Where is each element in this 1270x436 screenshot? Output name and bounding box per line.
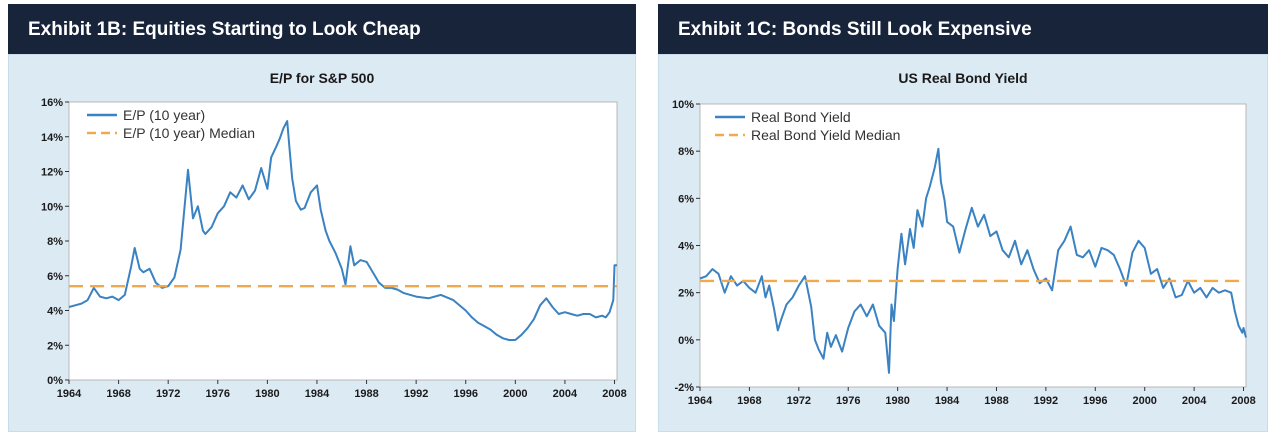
- exhibit-1b-header: Exhibit 1B: Equities Starting to Look Ch…: [8, 4, 636, 54]
- x-tick-label: 2000: [503, 388, 527, 400]
- exhibit-1b-chart-title: E/P for S&P 500: [269, 70, 375, 86]
- x-tick-label: 1988: [984, 395, 1008, 407]
- exhibit-1c-chart: -2% 0% 2% 4% 6% 8% 10% 1964 1968 1972 1976 1980 1984…: [672, 99, 1256, 407]
- x-tick-label: 2004: [1182, 395, 1207, 407]
- exhibit-1b-panel: Exhibit 1B: Equities Starting to Look Ch…: [8, 4, 636, 432]
- exhibit-1c-header: Exhibit 1C: Bonds Still Look Expensive: [658, 4, 1268, 54]
- y-tick-label: 12%: [41, 167, 63, 179]
- plot-area: [68, 101, 618, 381]
- series-line: [699, 147, 1247, 374]
- legend-label: E/P (10 year) Median: [123, 125, 255, 141]
- x-tick-label: 1988: [354, 388, 378, 400]
- y-tick-label: 16%: [41, 97, 63, 109]
- x-tick-label: 1984: [305, 388, 330, 400]
- x-tick-label: 2004: [553, 388, 578, 400]
- x-tick-label: 1968: [106, 388, 130, 400]
- exhibit-1c-panel: Exhibit 1C: Bonds Still Look Expensive U…: [658, 4, 1268, 432]
- x-tick-label: 1992: [404, 388, 428, 400]
- exhibit-1c-body: US Real Bond Yield -2% 0% 2% 4% 6% 8% 10% 1964 1…: [658, 54, 1268, 432]
- y-tick-label: 10%: [672, 99, 694, 111]
- y-tick-label: 14%: [41, 132, 63, 144]
- exhibit-1b-body: E/P for S&P 500 0% 2% 4% 6% 8% 10% 12% 14% 16% 19…: [8, 54, 636, 432]
- y-tick-label: 0%: [47, 375, 63, 387]
- x-tick-label: 1964: [688, 395, 713, 407]
- y-tick-label: 8%: [678, 146, 694, 158]
- y-tick-label: 6%: [47, 271, 63, 283]
- y-tick-label: 2%: [678, 288, 694, 300]
- exhibit-1b-chart: 0% 2% 4% 6% 8% 10% 12% 14% 16% 1964 1968 1972 1976 19…: [41, 97, 627, 400]
- y-tick-label: 4%: [678, 241, 694, 253]
- x-tick-label: 1992: [1034, 395, 1058, 407]
- x-tick-label: 1980: [255, 388, 279, 400]
- y-tick-label: 8%: [47, 236, 63, 248]
- x-tick-label: 1972: [156, 388, 180, 400]
- exhibit-1c-chart-title: US Real Bond Yield: [898, 70, 1028, 86]
- legend-label: E/P (10 year): [123, 107, 205, 123]
- y-tick-label: 6%: [678, 193, 694, 205]
- x-tick-label: 2000: [1132, 395, 1156, 407]
- y-tick-label: 10%: [41, 201, 63, 213]
- y-tick-label: -2%: [674, 382, 694, 394]
- plot-area: [699, 103, 1247, 388]
- y-tick-label: 2%: [47, 340, 63, 352]
- x-tick-label: 1976: [836, 395, 860, 407]
- x-tick-label: 1972: [787, 395, 811, 407]
- x-tick-label: 2008: [1231, 395, 1255, 407]
- legend-label: Real Bond Yield: [751, 109, 851, 125]
- x-tick-label: 1968: [737, 395, 761, 407]
- x-tick-label: 1984: [935, 395, 960, 407]
- x-tick-label: 2008: [602, 388, 626, 400]
- x-tick-label: 1996: [1083, 395, 1107, 407]
- y-tick-label: 0%: [678, 335, 694, 347]
- x-tick-label: 1964: [57, 388, 82, 400]
- legend-label: Real Bond Yield Median: [751, 127, 900, 143]
- x-tick-label: 1980: [885, 395, 909, 407]
- x-tick-label: 1996: [453, 388, 477, 400]
- y-tick-label: 4%: [47, 306, 63, 318]
- x-tick-label: 1976: [206, 388, 230, 400]
